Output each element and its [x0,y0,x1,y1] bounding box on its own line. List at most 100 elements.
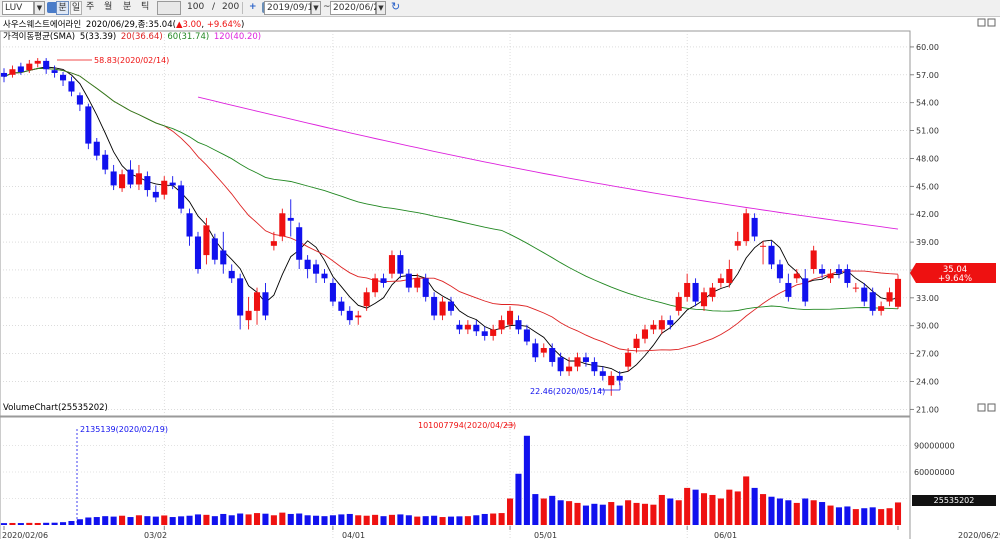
candle-body [532,343,539,358]
tab-day[interactable]: 일 [70,1,82,15]
price-tick-label: 60.00 [916,43,939,52]
volume-bar [220,513,227,525]
volume-bar [34,522,41,525]
price-pane-close-icon[interactable] [987,18,996,27]
last-price-value: 35.04 [943,265,967,275]
count-total: 200 [222,2,240,12]
tab-tick[interactable]: 틱 [141,2,150,12]
volume-bar [726,489,733,525]
count-shown: 100 [187,2,205,12]
volume-bar [152,516,159,525]
price-pane-minimize-icon[interactable] [977,18,986,27]
volume-bar [557,500,564,525]
candle-body [228,270,235,279]
volume-bar [498,513,505,525]
tab-month[interactable]: 월 [104,2,113,12]
search-icon[interactable] [47,2,58,13]
date-to-input[interactable]: 2020/06/29 [330,1,385,15]
volume-bar [894,502,902,525]
volume-bar [329,515,336,525]
candle-body [287,217,294,221]
volume-bar [51,522,58,525]
candle-body [709,287,716,297]
candle-body [894,278,902,307]
candle-body [220,250,227,265]
volume-bar [776,498,783,525]
candle-body [380,278,387,283]
volume-bar [675,500,682,525]
symbol-dropdown-icon[interactable]: ▼ [34,1,45,15]
candle-body [540,348,547,353]
refresh-icon[interactable]: ↻ [391,0,401,13]
volume-bar [760,494,767,525]
volume-bar [650,504,657,525]
price-tick-label: 21.00 [916,405,939,414]
ma20-legend: 20(36.64) [121,32,163,42]
volume-bar [608,502,615,525]
volume-bar [684,487,691,525]
volume-pane-close-icon[interactable] [987,403,996,412]
volume-bar [194,514,202,525]
tab-minute-interval[interactable]: 분 [123,2,132,12]
volume-bar [599,504,606,525]
svg-text:사우스웨스트에어라인 2020/06/29,종:35: 사우스웨스트에어라인 2020/06/29,종:35.04(▲3.00, +9.… [3,19,244,30]
candle-body [102,154,109,170]
interval-input[interactable] [157,1,181,15]
candlesticks [0,58,902,396]
candle-body [498,320,505,330]
candle-body [296,227,303,260]
volume-bar [110,516,117,525]
candle-body [650,324,657,330]
volume-bar [692,489,699,525]
volume-bar [287,513,294,525]
date-from-input[interactable]: 2019/09/13 [264,1,319,15]
volume-bar [861,508,868,525]
volume-bar [363,515,370,525]
candle-body [692,282,699,302]
volume-bar [372,514,379,525]
price-tick-label: 48.00 [916,154,939,163]
candle-body [751,217,758,237]
volume-bar [203,514,210,525]
volume-bar [169,517,176,525]
candle-body [582,357,589,362]
volume-bar [819,502,826,525]
volume-tick-label: 90000000 [914,442,955,451]
candle-body [827,273,834,279]
tab-week[interactable]: 주 [86,2,95,12]
volume-bar [279,512,286,525]
candle-body [93,141,100,156]
date-from-dropdown-icon[interactable]: ▼ [311,1,321,15]
candle-body [802,278,809,302]
volume-tick-label: 60000000 [914,468,955,477]
candle-body [549,348,556,362]
price-tick-label: 24.00 [916,377,939,386]
volume-bar [178,516,185,525]
volume-pane-minimize-icon[interactable] [977,403,986,412]
candle-body [886,292,893,302]
volume-bar [473,515,480,525]
volume-bar [338,514,345,525]
candle-body [523,329,530,342]
volume-bar [119,515,126,525]
candle-body [338,301,345,311]
symbol-input[interactable]: LUV [2,1,34,15]
moving-average-lines [3,66,899,374]
date-tick-label: 2020/02/06 [2,531,48,539]
volume-bar [751,487,758,525]
volume-bar [540,498,547,525]
candle-body [819,269,826,274]
volume-bar [810,500,817,525]
plus-icon[interactable]: + [249,2,257,12]
date-to-dropdown-icon[interactable]: ▼ [376,1,386,15]
candle-body [844,269,851,283]
candle-body [405,273,412,288]
tab-minute[interactable]: 분 [56,1,69,15]
ma60-line [3,68,899,312]
candle-body [60,74,67,81]
candle-body [743,213,750,242]
last-price-tag [910,263,996,283]
volume-bar [161,515,168,525]
volume-axis: 900000006000000030000000 [914,442,955,504]
price-tick-label: 39.00 [916,238,939,247]
